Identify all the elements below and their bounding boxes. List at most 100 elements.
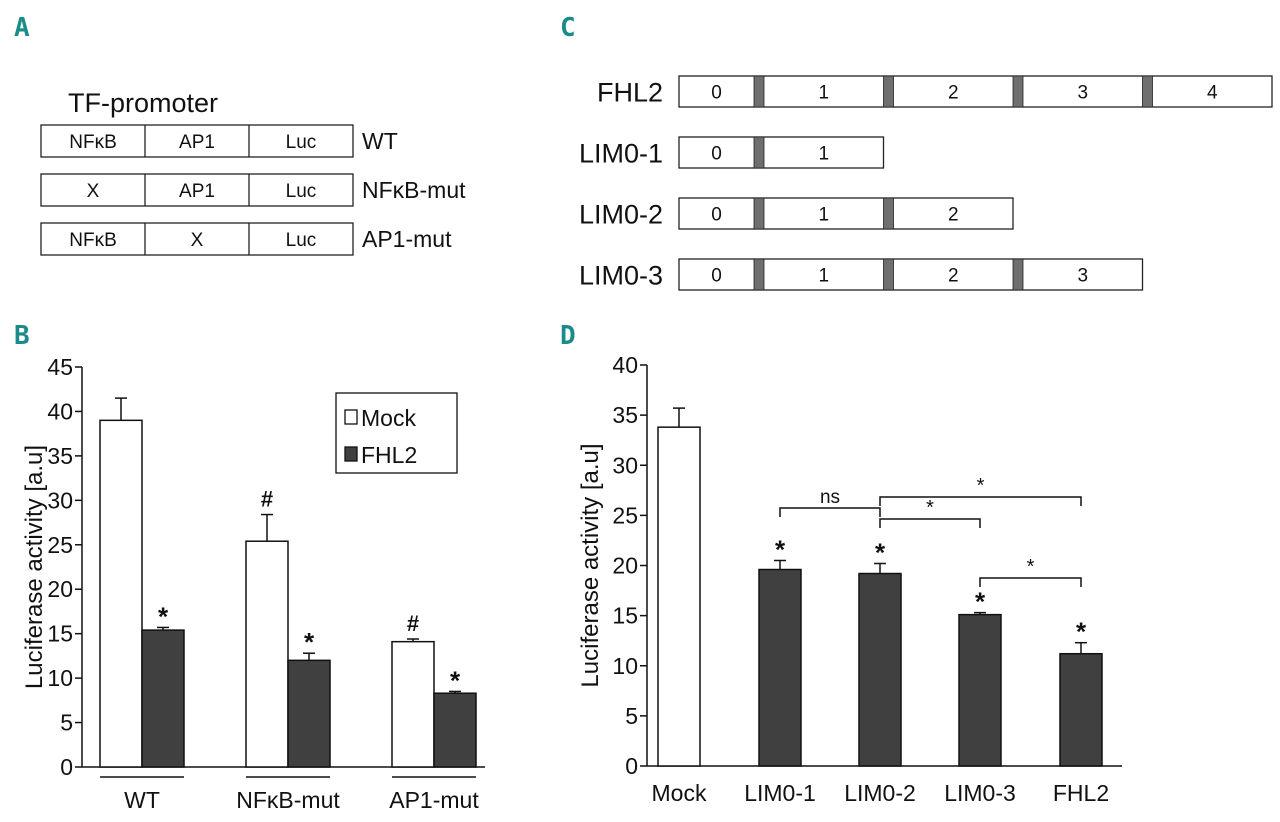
y-tick-label: 40 bbox=[612, 352, 638, 378]
domain-label: 0 bbox=[711, 266, 722, 287]
domain-linker bbox=[1012, 258, 1024, 291]
panel-c-letter: C bbox=[560, 13, 576, 43]
construct-segment-label: Luc bbox=[286, 132, 317, 153]
comparison-bracket bbox=[979, 577, 1082, 587]
y-axis-label: Luciferase activity [a.u] bbox=[577, 443, 604, 687]
y-tick-label: 25 bbox=[47, 532, 73, 558]
y-tick-label: 20 bbox=[612, 553, 638, 579]
significance-mark: # bbox=[261, 487, 273, 512]
bar bbox=[657, 426, 701, 767]
significance-mark: * bbox=[875, 537, 886, 567]
domain-label: 2 bbox=[948, 266, 959, 287]
domain-linker bbox=[1012, 75, 1024, 108]
construct-segment-label: AP1 bbox=[179, 132, 215, 153]
bracket-label: * bbox=[977, 475, 985, 497]
construct-label: AP1-mut bbox=[362, 226, 452, 252]
bracket-label: * bbox=[926, 497, 934, 519]
domain-label: 0 bbox=[711, 205, 722, 226]
bar-mock bbox=[391, 640, 435, 768]
construct-label: NFκB-mut bbox=[362, 177, 466, 203]
domain-label: 0 bbox=[711, 83, 722, 104]
construct-segment-label: NFκB bbox=[69, 230, 117, 251]
bar bbox=[858, 572, 902, 767]
panel-a-constructs: NFκB AP1 Luc WT X AP1 Luc NFκB-mut NFκB X Luc AP1-m… bbox=[40, 124, 466, 256]
comparison-bracket bbox=[779, 507, 881, 517]
panel-d-letter: D bbox=[560, 321, 576, 351]
panel-a-title: TF-promoter bbox=[68, 88, 218, 118]
y-tick-label: 30 bbox=[47, 487, 73, 513]
construct-box bbox=[678, 75, 1273, 108]
domain-label: 1 bbox=[818, 266, 829, 287]
bar-fhl2 bbox=[433, 692, 477, 768]
construct-segment-label: NFκB bbox=[69, 132, 117, 153]
significance-mark: * bbox=[975, 587, 986, 617]
bar bbox=[958, 613, 1002, 767]
construct-segment-label: X bbox=[87, 181, 100, 202]
y-tick-label: 35 bbox=[47, 443, 73, 469]
bar-fhl2 bbox=[141, 629, 185, 768]
y-tick-label: 40 bbox=[47, 398, 73, 424]
domain-label: 2 bbox=[948, 205, 959, 226]
y-tick-label: 10 bbox=[47, 665, 73, 691]
x-tick-label: LIM0-1 bbox=[744, 780, 816, 806]
panel-a-letter: A bbox=[14, 13, 30, 43]
bar bbox=[758, 568, 802, 767]
bracket-label: * bbox=[1027, 556, 1035, 578]
x-tick-label: AP1-mut bbox=[389, 787, 479, 813]
domain-linker bbox=[753, 258, 765, 291]
bracket-label: ns bbox=[820, 487, 840, 508]
comparison-bracket bbox=[879, 496, 1082, 506]
legend-label: Mock bbox=[361, 405, 416, 431]
x-tick-label: NFκB-mut bbox=[236, 787, 340, 813]
domain-label: 1 bbox=[818, 83, 829, 104]
domain-label: 2 bbox=[948, 83, 959, 104]
domain-linker bbox=[883, 258, 894, 291]
construct-label: WT bbox=[362, 128, 398, 154]
x-tick-label: FHL2 bbox=[1053, 780, 1109, 806]
y-tick-label: 35 bbox=[612, 402, 638, 428]
construct-box bbox=[40, 222, 354, 256]
construct-box bbox=[40, 173, 354, 207]
domain-linker bbox=[883, 197, 894, 230]
y-tick-label: 5 bbox=[60, 710, 73, 736]
y-tick-label: 0 bbox=[625, 753, 638, 779]
significance-mark: * bbox=[304, 627, 315, 657]
y-tick-label: 25 bbox=[612, 502, 638, 528]
domain-label: 0 bbox=[711, 144, 722, 165]
bar bbox=[1059, 652, 1103, 767]
y-tick-label: 5 bbox=[625, 703, 638, 729]
y-tick-label: 10 bbox=[612, 653, 638, 679]
panel-b-chart: 0 5 10 15 20 25 30 35 40 45 Luciferase activity [a… bbox=[21, 354, 485, 813]
construct-name: FHL2 bbox=[597, 78, 663, 108]
x-tick-label: LIM0-3 bbox=[944, 780, 1016, 806]
legend-swatch-fhl2 bbox=[344, 446, 358, 462]
legend-label: FHL2 bbox=[361, 442, 417, 468]
domain-label: 1 bbox=[818, 144, 829, 165]
bar-mock bbox=[245, 540, 289, 768]
construct-box bbox=[678, 136, 885, 169]
domain-label: 3 bbox=[1077, 266, 1088, 287]
y-tick-label: 20 bbox=[47, 576, 73, 602]
significance-mark: * bbox=[1076, 617, 1087, 647]
significance-mark: * bbox=[158, 601, 169, 631]
domain-label: 3 bbox=[1077, 83, 1088, 104]
construct-box bbox=[678, 197, 1014, 230]
construct-segment-label: Luc bbox=[286, 181, 317, 202]
y-tick-label: 45 bbox=[47, 354, 73, 380]
x-tick-label: LIM0-2 bbox=[844, 780, 916, 806]
legend-swatch-mock bbox=[344, 409, 358, 425]
construct-box bbox=[40, 124, 354, 158]
construct-segment-label: AP1 bbox=[179, 181, 215, 202]
domain-linker bbox=[1142, 75, 1153, 108]
construct-name: LIM0-2 bbox=[579, 200, 663, 230]
construct-box bbox=[678, 258, 1144, 291]
significance-mark: * bbox=[775, 534, 786, 564]
panel-b-letter: B bbox=[14, 321, 30, 351]
domain-linker bbox=[883, 75, 894, 108]
domain-linker bbox=[753, 136, 765, 169]
y-tick-label: 0 bbox=[60, 754, 73, 780]
construct-name: LIM0-3 bbox=[579, 261, 663, 291]
panel-c-constructs: FHL2 0 1 2 3 4 LIM0-1 0 1 LIM0-2 0 1 2 LIM0-3 0 1 2 3 bbox=[579, 75, 1273, 291]
y-tick-label: 15 bbox=[612, 603, 638, 629]
y-tick-label: 30 bbox=[612, 452, 638, 478]
